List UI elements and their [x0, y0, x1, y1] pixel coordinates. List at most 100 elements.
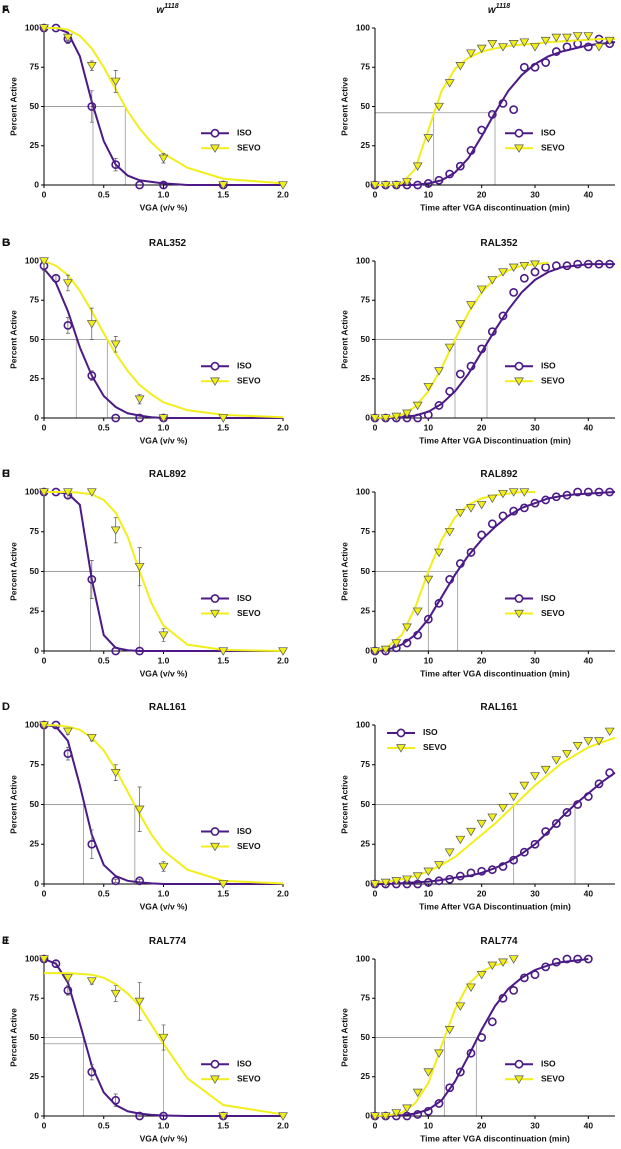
data-point — [134, 563, 145, 572]
data-point — [63, 749, 73, 759]
data-point — [135, 646, 144, 656]
data-point — [605, 259, 615, 269]
data-point — [583, 954, 593, 964]
data-point — [391, 1109, 402, 1118]
y-axis-label: Percent Active — [8, 775, 18, 834]
y-axis-label: Percent Active — [8, 542, 18, 601]
data-point — [551, 957, 561, 967]
data-point — [540, 36, 551, 46]
data-point — [444, 343, 455, 353]
y-axis-label: Percent Active — [339, 775, 349, 834]
data-point — [498, 993, 508, 1003]
data-point — [370, 181, 380, 190]
y-tick-label: 100 — [25, 255, 39, 265]
panel-label: B — [2, 237, 10, 249]
data-point — [87, 1067, 97, 1077]
title-superscript: 1118 — [496, 3, 511, 10]
data-point — [87, 839, 97, 849]
fit-curve — [43, 724, 283, 885]
data-point — [508, 263, 519, 272]
x-tick-label: 0 — [42, 1120, 47, 1130]
data-point — [498, 511, 508, 521]
data-point — [530, 62, 540, 72]
y-tick-label: 0 — [34, 645, 39, 655]
data-point — [111, 160, 121, 169]
data-point — [434, 102, 444, 112]
title-text: RAL774 — [480, 936, 518, 947]
x-tick-label: 40 — [584, 189, 594, 199]
data-point — [444, 79, 455, 88]
panel-label: E — [2, 935, 9, 947]
data-point — [444, 528, 455, 537]
data-point — [370, 414, 380, 423]
panel: D RAL161 0 25 50 75 100 0 0.5 1.0 1.5 2.0 VGA (v/v %… — [2, 701, 289, 911]
data-point — [487, 1017, 497, 1027]
data-point — [423, 575, 434, 585]
data-point — [218, 414, 229, 423]
data-point — [370, 880, 380, 889]
data-point — [380, 181, 391, 190]
data-point — [573, 800, 583, 809]
panel: I RAL161 0 25 50 75 100 0 10 20 30 40 Time After VGA… — [2, 701, 616, 911]
legend-label: SEVO — [423, 742, 447, 752]
legend-label: ISO — [237, 127, 252, 137]
x-tick-label: 40 — [584, 422, 594, 432]
data-point — [412, 607, 423, 616]
data-point — [218, 181, 229, 190]
panel-label: G — [2, 237, 11, 249]
y-tick-label: 50 — [30, 566, 40, 576]
data-point — [413, 413, 423, 423]
data-point — [434, 598, 444, 608]
legend-label: ISO — [237, 593, 252, 603]
y-axis-label: Percent Active — [339, 310, 349, 369]
x-tick-label: 30 — [530, 888, 540, 898]
x-tick-label: 10 — [424, 655, 434, 665]
data-point — [111, 413, 121, 423]
data-point — [519, 62, 529, 72]
legend-label: SEVO — [237, 1073, 261, 1083]
panel: G RAL352 0 25 50 75 100 0 10 20 30 40 Time After VGA… — [2, 237, 615, 445]
data-point — [278, 647, 288, 656]
data-point — [402, 623, 412, 632]
data-point — [519, 262, 530, 271]
data-point — [86, 734, 97, 743]
y-tick-label: 75 — [361, 62, 371, 72]
legend-marker — [210, 128, 220, 138]
legend-marker — [514, 1075, 524, 1084]
legend-label: ISO — [237, 360, 252, 370]
data-point — [530, 43, 540, 52]
data-point — [509, 986, 519, 995]
legend-label: SEVO — [237, 608, 261, 618]
data-point — [487, 327, 497, 337]
legend-marker — [514, 361, 524, 371]
data-point — [51, 959, 61, 969]
data-point — [541, 58, 551, 67]
data-point — [434, 175, 444, 185]
data-point — [487, 494, 498, 504]
data-point — [423, 1068, 434, 1077]
y-axis-label: Percent Active — [339, 1008, 349, 1067]
data-point — [551, 492, 561, 502]
x-tick-label: 1.0 — [158, 655, 170, 665]
y-tick-label: 0 — [34, 179, 39, 189]
data-point — [498, 98, 508, 108]
data-point — [508, 955, 519, 964]
data-point — [476, 971, 487, 980]
title-text: RAL161 — [149, 702, 187, 713]
title-text: RAL161 — [480, 702, 518, 713]
legend-label: SEVO — [541, 142, 565, 152]
data-point — [434, 548, 444, 558]
data-point — [135, 180, 144, 190]
data-point — [594, 43, 604, 52]
data-point — [158, 154, 169, 163]
y-tick-label: 0 — [34, 878, 39, 888]
data-point — [476, 285, 487, 294]
data-point — [455, 320, 466, 329]
data-point — [572, 742, 583, 751]
legend-label: SEVO — [541, 1073, 565, 1083]
data-point — [434, 876, 444, 886]
data-point — [509, 855, 519, 865]
legend-marker — [514, 144, 524, 153]
data-point — [39, 721, 49, 730]
